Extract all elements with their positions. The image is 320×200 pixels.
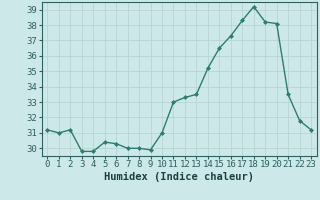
X-axis label: Humidex (Indice chaleur): Humidex (Indice chaleur) [104, 172, 254, 182]
